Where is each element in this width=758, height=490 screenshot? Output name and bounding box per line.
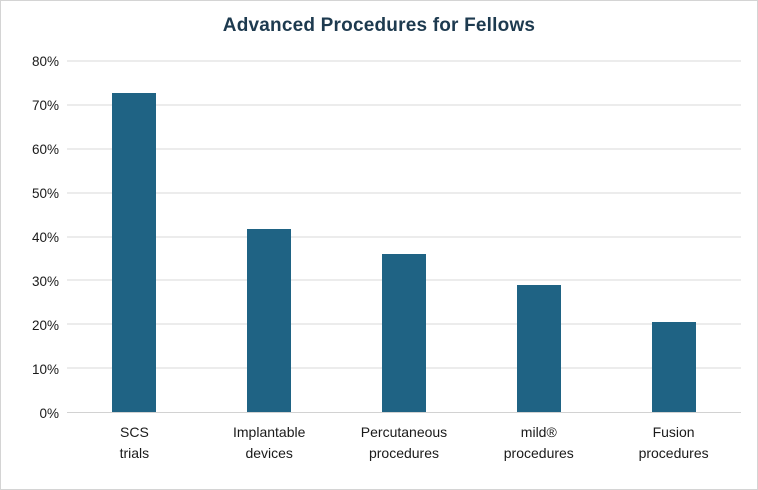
y-tick-label: 70% [31,97,59,113]
x-tick-label: Fusion procedures [638,424,709,461]
gridline [67,104,741,106]
gridline [67,148,741,150]
y-tick-label: 40% [31,229,59,245]
bar-slot [606,61,741,412]
y-tick-label: 50% [31,185,59,201]
bar [651,322,696,412]
bar-slot [337,61,472,412]
bar [381,253,426,412]
x-tick-label: mild® procedures [503,424,574,461]
y-tick-label: 0% [39,405,59,421]
bar [516,285,561,412]
bar-slot [202,61,337,412]
y-tick-label: 20% [31,317,59,333]
bar [112,93,157,412]
bar [247,228,292,412]
y-tick-label: 30% [31,273,59,289]
y-tick-label: 10% [31,361,59,377]
y-axis: 0% 10% 20% 30% 40% 50% 60% 70% 80% [1,54,59,419]
gridline [67,192,741,194]
gridline [67,236,741,237]
y-tick-label: 80% [31,53,59,69]
chart-title: Advanced Procedures for Fellows [222,15,536,36]
x-tick-label: Implantable devices [233,424,306,461]
plot-area [67,60,741,413]
x-axis: SCS trials Implantable devices Percutaneou… [67,422,741,464]
gridline [67,60,741,62]
x-tick-label: Percutaneous procedures [360,424,448,461]
bar-slot [67,61,202,412]
bar-slot [471,61,606,412]
bars-row [67,61,741,412]
y-tick-label: 60% [31,141,59,157]
x-tick-label: SCS trials [119,424,150,461]
